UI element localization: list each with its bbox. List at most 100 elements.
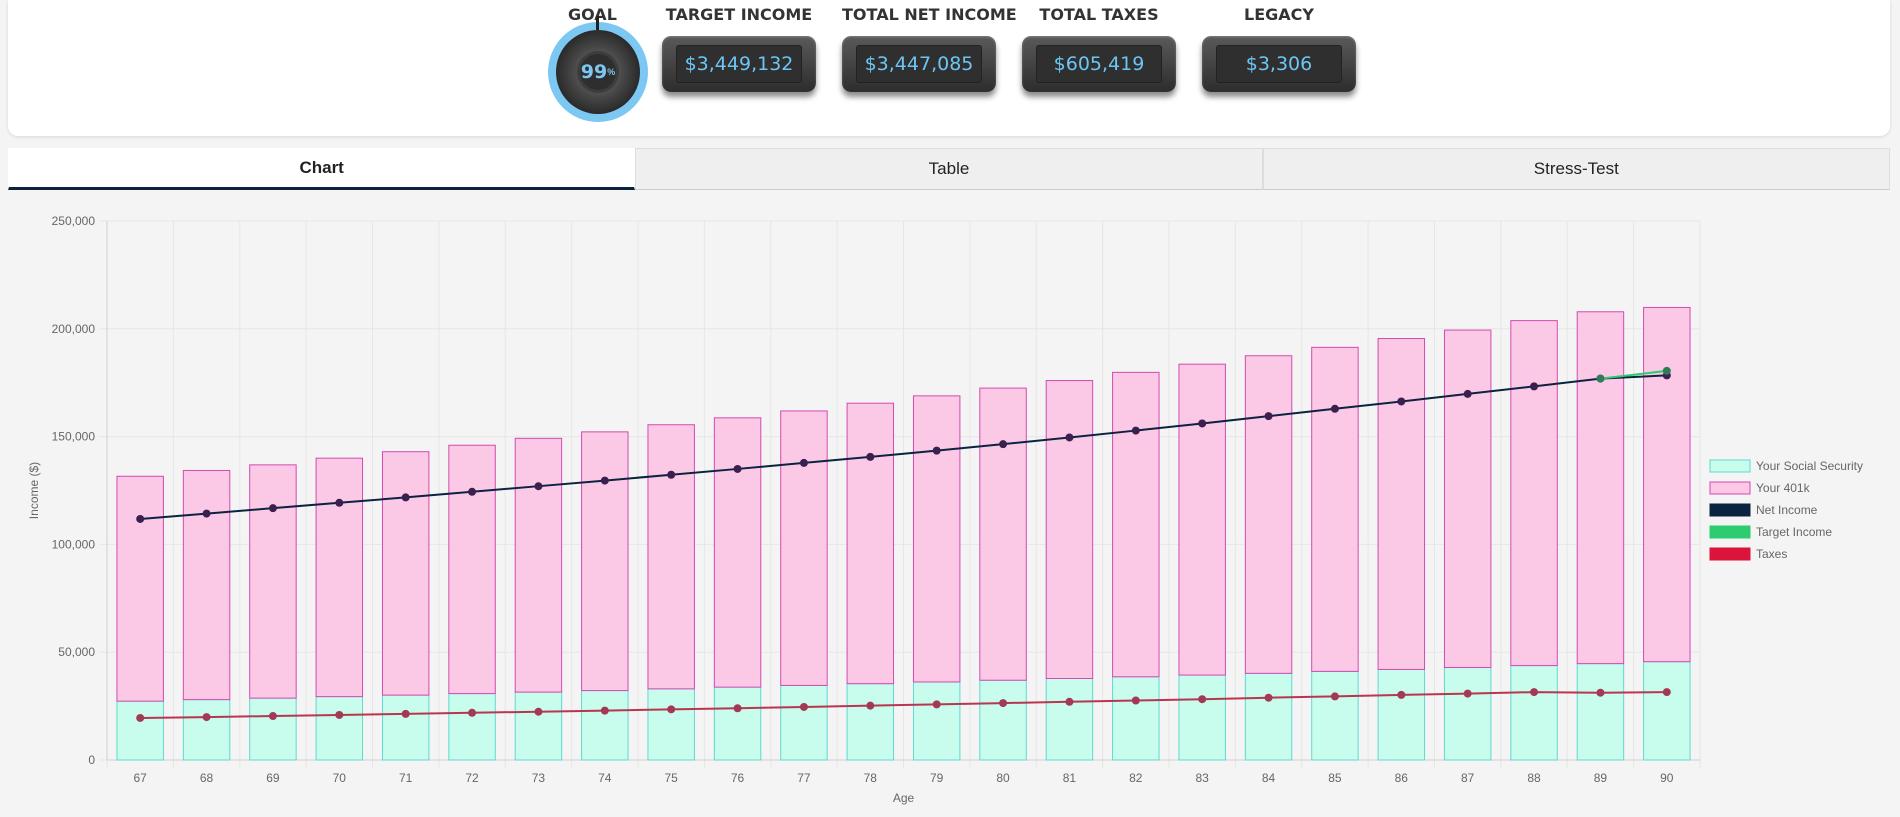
bar-social-security — [1045, 678, 1094, 761]
legend-label: Target Income — [1756, 525, 1832, 539]
taxes-point — [401, 709, 410, 718]
tab-chart[interactable]: Chart — [8, 148, 636, 190]
legend-label: Net Income — [1756, 503, 1818, 517]
bar-social-security — [1178, 674, 1226, 761]
x-tick-label: 86 — [1395, 771, 1409, 785]
bar-401k — [1443, 329, 1492, 669]
taxes-point — [268, 712, 277, 721]
taxes-point — [1463, 689, 1472, 698]
net-income-point — [999, 440, 1008, 449]
y-tick-label: 0 — [88, 753, 95, 767]
metric-legacy: LEGACY $3,306 — [1202, 5, 1356, 92]
taxes-point — [202, 713, 211, 722]
goal-title-wrap: GOAL — [568, 5, 617, 24]
taxes-point — [667, 705, 676, 714]
goal-unit: % — [607, 67, 616, 77]
x-tick-label: 81 — [1063, 771, 1077, 785]
bar-401k — [249, 464, 297, 699]
x-tick-label: 87 — [1461, 771, 1475, 785]
x-tick-label: 78 — [864, 771, 878, 785]
legend-swatch — [1709, 481, 1751, 495]
bar-401k — [182, 469, 231, 701]
taxes-point — [1065, 697, 1074, 706]
net-income-line — [140, 374, 1667, 520]
taxes-point — [1131, 696, 1140, 705]
taxes-point — [335, 710, 344, 719]
metric-title: TARGET INCOME — [665, 5, 813, 24]
taxes-point — [733, 704, 742, 713]
x-tick-label: 69 — [266, 771, 280, 785]
bar-social-security — [846, 683, 895, 761]
bar-401k — [979, 387, 1027, 681]
x-tick-label: 90 — [1660, 771, 1674, 785]
taxes-point — [799, 702, 808, 711]
bar-social-security — [514, 691, 563, 761]
x-tick-label: 74 — [598, 771, 612, 785]
net-income-point — [932, 446, 941, 455]
income-chart: 0 50,000 100,000 150,000 200,000 250,000 67 68 6… — [0, 196, 1900, 812]
legend-label: Taxes — [1756, 547, 1787, 561]
net-income-point — [866, 452, 875, 461]
taxes-point — [534, 707, 543, 716]
x-tick-label: 79 — [930, 771, 944, 785]
bar-social-security — [1643, 661, 1691, 761]
x-tick-label: 85 — [1328, 771, 1342, 785]
metric-value: $3,449,132 — [676, 45, 802, 83]
tab-table[interactable]: Table — [635, 148, 1263, 190]
bar-social-security — [1311, 670, 1359, 761]
bar-401k — [1244, 355, 1293, 674]
net-income-point — [1463, 389, 1472, 398]
y-tick-label: 200,000 — [52, 322, 96, 336]
legend-label: Your Social Security — [1756, 459, 1863, 473]
legend-swatch — [1709, 459, 1751, 473]
net-income-point — [733, 464, 742, 473]
target-income-point — [1596, 374, 1605, 383]
net-income-point — [1264, 412, 1273, 421]
x-tick-label: 71 — [399, 771, 413, 785]
x-tick-label: 89 — [1594, 771, 1608, 785]
bar-401k — [846, 402, 895, 685]
bar-401k — [647, 424, 695, 690]
x-tick-label: 77 — [797, 771, 811, 785]
taxes-point — [600, 706, 609, 715]
bar-social-security — [1510, 665, 1558, 761]
bar-401k — [912, 395, 961, 683]
metric-value: $3,447,085 — [856, 45, 982, 83]
metric-title: TOTAL NET INCOME — [842, 5, 1017, 24]
goal-needle — [596, 16, 599, 30]
tab-stress-test[interactable]: Stress-Test — [1262, 148, 1890, 190]
bar-401k — [381, 451, 430, 696]
bar-401k — [581, 431, 629, 692]
bar-social-security — [116, 700, 164, 761]
x-tick-label: 73 — [532, 771, 546, 785]
goal-value: 99 — [580, 61, 608, 83]
bar-social-security — [1576, 663, 1625, 761]
x-tick-label: 83 — [1196, 771, 1210, 785]
bar-social-security — [979, 679, 1027, 761]
taxes-point — [468, 708, 477, 717]
y-axis-title: Income ($) — [27, 462, 41, 519]
taxes-line — [140, 691, 1667, 719]
x-tick-label: 82 — [1129, 771, 1143, 785]
net-income-point — [268, 504, 277, 513]
bar-social-security — [581, 690, 629, 761]
net-income-point — [468, 487, 477, 496]
bar-social-security — [1244, 672, 1293, 761]
bar-social-security — [182, 699, 231, 761]
goal-gauge: 99% — [548, 16, 648, 122]
metric-title: TOTAL TAXES — [1039, 5, 1159, 24]
bar-401k — [780, 410, 828, 686]
bar-401k — [1576, 311, 1625, 665]
taxes-point — [1264, 693, 1273, 702]
legend-swatch — [1709, 547, 1751, 561]
legend-swatch — [1709, 503, 1751, 517]
y-tick-label: 100,000 — [52, 537, 96, 551]
taxes-point — [866, 701, 875, 710]
net-income-point — [1330, 404, 1339, 413]
bar-social-security — [647, 688, 695, 761]
net-income-point — [667, 470, 676, 479]
chart-svg: 0 50,000 100,000 150,000 200,000 250,000 67 68 6… — [27, 214, 1863, 805]
bar-social-security — [448, 693, 496, 761]
net-income-point — [1198, 419, 1207, 428]
net-income-point — [534, 482, 543, 491]
